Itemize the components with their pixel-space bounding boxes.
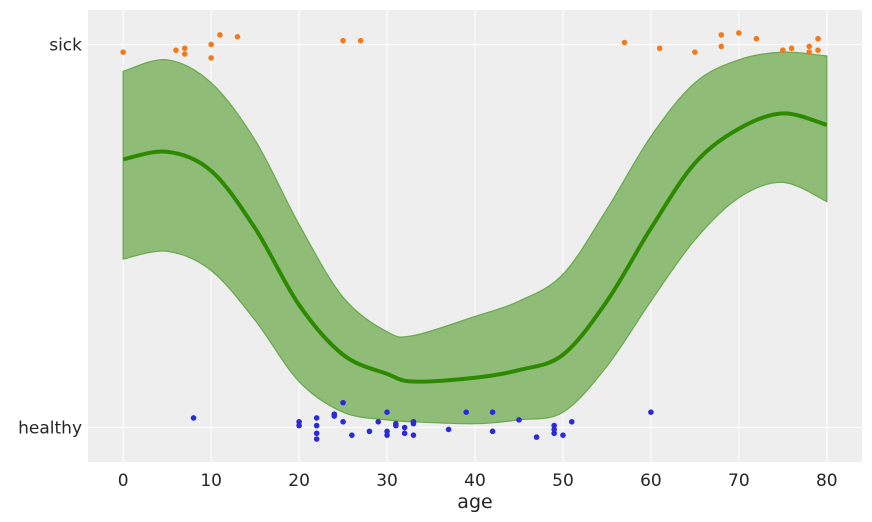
healthy-point (410, 420, 417, 427)
healthy-point (384, 428, 390, 435)
sick-point (815, 35, 821, 42)
sick-point (234, 34, 241, 40)
uncertainty-band-layer (122, 51, 828, 425)
sick-point (692, 49, 698, 55)
healthy-point (296, 418, 302, 425)
x-tick-label: 10 (200, 471, 222, 491)
healthy-point (313, 436, 320, 442)
healthy-point (568, 418, 575, 425)
sick-point (181, 51, 188, 57)
healthy-point (489, 409, 496, 416)
sick-point (806, 49, 813, 55)
sick-point (806, 43, 813, 50)
sick-point (621, 39, 628, 46)
healthy-point (445, 426, 452, 433)
healthy-point (331, 413, 338, 419)
x-tick-label: 30 (376, 471, 398, 491)
x-tick-label: 0 (118, 471, 129, 491)
sick-point (788, 45, 795, 52)
x-tick-label: 40 (464, 471, 486, 491)
sick-point (815, 47, 821, 54)
mean-line (122, 111, 828, 384)
healthy-point (516, 417, 522, 423)
healthy-point (384, 409, 390, 416)
healthy-point (393, 422, 399, 429)
sick-point (656, 45, 663, 52)
healthy-point (384, 432, 390, 438)
sick-point (718, 43, 725, 50)
x-tick-label: 80 (816, 471, 838, 491)
x-tick-label: 50 (552, 471, 574, 491)
healthy-point (340, 399, 346, 406)
healthy-point (560, 432, 566, 438)
x-tick-label: 20 (288, 471, 310, 491)
healthy-point (551, 426, 557, 433)
healthy-point (313, 430, 320, 437)
points-layer (120, 30, 821, 442)
sick-point (173, 47, 179, 54)
x-axis-title: age (457, 491, 492, 513)
mean-line-layer (122, 111, 828, 384)
healthy-point (463, 409, 470, 416)
healthy-point (313, 422, 320, 429)
healthy-point (648, 409, 654, 416)
healthy-point (489, 428, 496, 435)
healthy-point (296, 422, 302, 429)
healthy-point (533, 434, 540, 440)
healthy-point (401, 424, 408, 431)
healthy-point (366, 428, 373, 435)
x-tick-label: 70 (728, 471, 750, 491)
sick-point (736, 30, 742, 36)
healthy-point (349, 432, 355, 438)
sick-point (208, 41, 214, 48)
healthy-point (551, 422, 557, 429)
healthy-point (410, 432, 417, 438)
uncertainty-band (122, 51, 828, 425)
sick-point (340, 37, 346, 44)
healthy-point (313, 415, 320, 421)
y-tick-label: healthy (18, 419, 82, 439)
y-tick-label: sick (49, 35, 82, 55)
healthy-point (401, 430, 408, 437)
sick-point (718, 32, 725, 38)
x-tick-label: 60 (640, 471, 662, 491)
sick-point (120, 49, 126, 55)
sick-point (780, 47, 786, 54)
sick-point (208, 55, 214, 61)
tick-labels: 0 10 20 30 40 50 60 70 80 healthy sick (18, 35, 838, 491)
healthy-point (340, 418, 346, 425)
sick-point (357, 37, 364, 44)
healthy-point (375, 418, 382, 425)
sick-point (217, 32, 223, 38)
sick-point (753, 35, 760, 42)
sick-point (181, 45, 188, 52)
healthy-point (190, 415, 197, 421)
healthy-point (551, 430, 557, 437)
